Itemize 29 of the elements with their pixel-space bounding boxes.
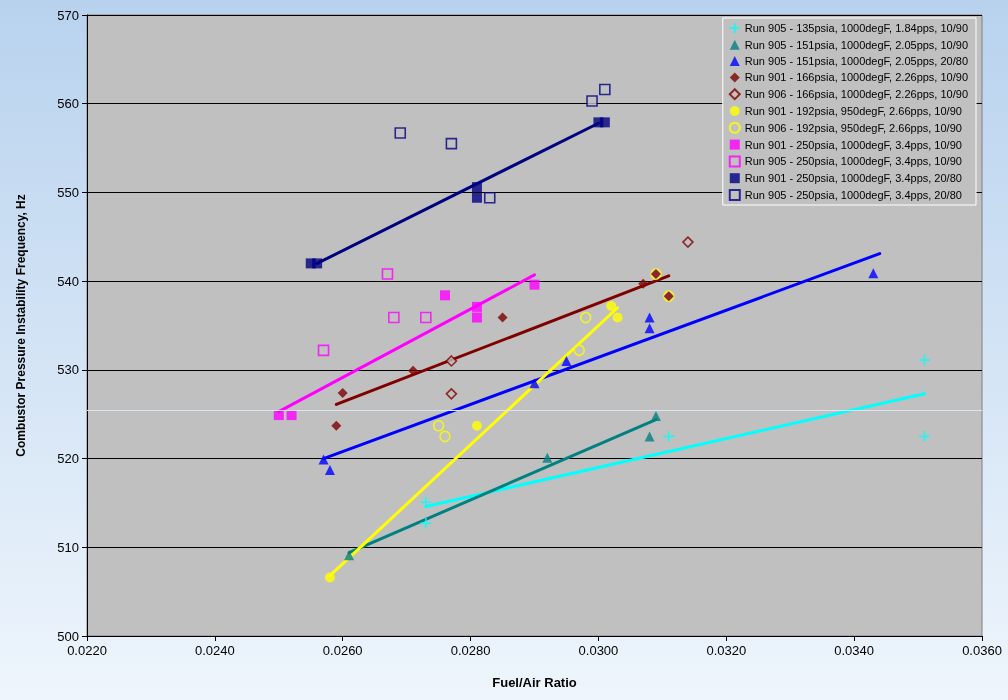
x-tick-label: 0.0240 (194, 643, 235, 658)
x-tick-label: 0.0220 (67, 643, 107, 658)
x-tick-label: 0.0360 (962, 643, 1002, 658)
y-tick-label: 500 (57, 628, 79, 644)
x-tick-label: 0.0300 (578, 643, 619, 658)
x-tick-label: 0.0320 (706, 643, 747, 658)
legend-label: Run 901 - 250psia, 1000degF, 3.4pps, 10/90 (744, 138, 962, 151)
legend-label: Run 905 - 135psia, 1000degF, 1.84pps, 10/90 (744, 22, 969, 34)
legend-label: Run 905 - 151psia, 1000degF, 2.05pps, 20/80 (744, 55, 969, 68)
y-tick-label: 530 (57, 362, 79, 378)
legend-label: Run 905 - 250psia, 1000degF, 3.4pps, 20/80 (744, 189, 962, 201)
legend-label: Run 906 - 166psia, 1000degF, 2.26pps, 10/90 (744, 88, 969, 101)
legend-label: Run 901 - 250psia, 1000degF, 3.4pps, 20/80 (744, 172, 962, 185)
x-axis-title: Fuel/Air Ratio (492, 675, 577, 690)
y-tick-label: 550 (57, 184, 79, 200)
legend-label: Run 901 - 166psia, 1000degF, 2.26pps, 10/90 (744, 71, 969, 84)
y-tick-label: 540 (57, 273, 79, 289)
y-tick-label: 510 (57, 539, 79, 555)
y-axis-title: Combustor Pressure Instability Frequency, Hz (14, 194, 28, 457)
legend-label: Run 905 - 151psia, 1000degF, 2.05pps, 10/90 (744, 38, 969, 51)
legend-label: Run 901 - 192psia, 950degF, 2.66pps, 10/90 (744, 105, 962, 117)
y-tick-label: 520 (57, 451, 79, 467)
x-tick-label: 0.0340 (834, 643, 875, 658)
legend-label: Run 906 - 192psia, 950degF, 2.66pps, 10/90 (744, 121, 962, 134)
x-tick-label: 0.0280 (450, 643, 491, 658)
y-tick-label: 570 (57, 7, 79, 23)
x-tick-label: 0.0260 (322, 643, 363, 658)
y-tick-label: 560 (57, 96, 79, 112)
legend-label: Run 905 - 250psia, 1000degF, 3.4pps, 10/90 (744, 155, 962, 168)
